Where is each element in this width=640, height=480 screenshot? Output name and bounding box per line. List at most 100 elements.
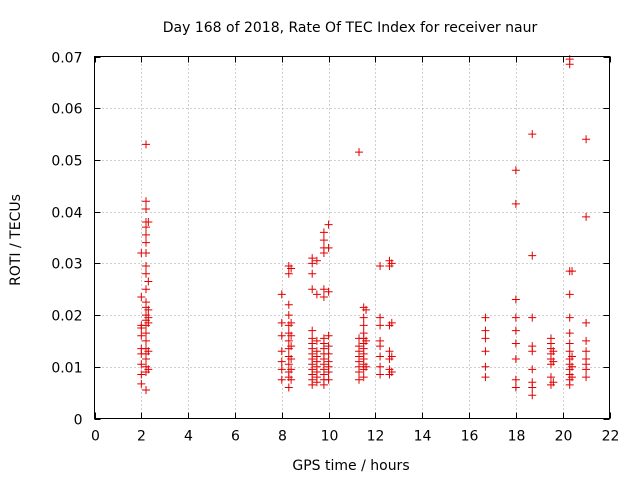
- x-tick-label: 0: [91, 429, 100, 445]
- data-point: [142, 336, 150, 345]
- y-tick-label: 0: [74, 413, 83, 429]
- data-point: [481, 326, 490, 335]
- data-point: [376, 336, 385, 345]
- data-point: [144, 313, 153, 322]
- data-point: [324, 220, 333, 229]
- data-point: [481, 347, 490, 356]
- x-tick-label: 16: [461, 429, 479, 445]
- data-point: [376, 352, 385, 361]
- data-point: [582, 135, 591, 144]
- data-point: [528, 378, 537, 387]
- data-point: [144, 365, 153, 374]
- data-point: [387, 318, 396, 327]
- data-point: [324, 331, 333, 340]
- data-point: [376, 313, 385, 322]
- data-point: [308, 334, 317, 343]
- data-point: [284, 336, 293, 345]
- data-point: [376, 370, 385, 379]
- y-tick-label: 0.04: [51, 206, 82, 222]
- data-point: [142, 386, 150, 395]
- y-tick-label: 0.06: [51, 102, 82, 118]
- y-tick-label: 0.01: [51, 361, 82, 377]
- x-tick-label: 2: [137, 429, 146, 445]
- data-point: [568, 373, 577, 382]
- data-point: [355, 375, 364, 384]
- data-point: [142, 197, 150, 206]
- data-point: [319, 228, 328, 237]
- data-point: [277, 375, 286, 384]
- data-point: [284, 383, 293, 392]
- data-point: [284, 300, 293, 309]
- x-tick-label: 8: [278, 429, 287, 445]
- data-point: [359, 321, 368, 330]
- data-point: [362, 362, 371, 371]
- grid-layer: [94, 56, 610, 419]
- data-point: [142, 230, 150, 239]
- chart-title: Day 168 of 2018, Rate Of TEC Index for r…: [163, 20, 538, 36]
- data-point: [137, 370, 146, 379]
- data-point: [277, 331, 286, 340]
- x-tick-label: 22: [602, 429, 620, 445]
- data-point: [142, 140, 150, 149]
- data-point: [277, 290, 286, 299]
- data-point: [528, 342, 537, 351]
- data-points: [137, 55, 591, 400]
- data-point: [287, 331, 296, 340]
- data-point: [324, 349, 333, 358]
- y-tick-label: 0.02: [51, 309, 82, 325]
- data-point: [287, 355, 296, 364]
- data-point: [481, 334, 490, 343]
- data-point: [142, 329, 150, 338]
- data-point: [308, 326, 317, 335]
- data-point: [359, 373, 368, 382]
- x-tick-label: 18: [508, 429, 526, 445]
- data-point: [546, 334, 555, 343]
- data-point: [287, 365, 296, 374]
- data-point: [308, 269, 317, 278]
- data-point: [142, 285, 150, 294]
- data-point: [528, 313, 537, 322]
- data-point: [565, 313, 574, 322]
- data-point: [528, 130, 537, 139]
- data-point: [565, 290, 574, 299]
- y-tick-label: 0.03: [51, 257, 82, 273]
- data-point: [549, 347, 558, 356]
- data-point: [565, 347, 574, 356]
- data-point: [277, 318, 286, 327]
- data-point: [144, 217, 153, 226]
- data-point: [312, 336, 321, 345]
- data-point: [324, 243, 333, 252]
- data-point: [549, 378, 558, 387]
- data-point: [319, 236, 328, 245]
- data-point: [481, 373, 490, 382]
- data-point: [312, 290, 321, 299]
- data-point: [142, 269, 150, 278]
- data-point: [511, 383, 520, 392]
- data-point: [582, 336, 591, 345]
- data-point: [137, 331, 146, 340]
- data-point: [582, 373, 591, 382]
- x-tick-label: 12: [367, 429, 385, 445]
- data-point: [142, 261, 150, 270]
- x-tick-label: 6: [231, 429, 240, 445]
- data-point: [376, 321, 385, 330]
- data-point: [312, 256, 321, 265]
- data-point: [284, 311, 293, 320]
- data-point: [565, 329, 574, 338]
- data-point: [277, 347, 286, 356]
- x-tick-label: 4: [184, 429, 193, 445]
- data-point: [319, 285, 328, 294]
- data-point: [137, 292, 146, 301]
- data-point: [376, 261, 385, 270]
- data-point: [376, 362, 385, 371]
- data-point: [511, 199, 520, 208]
- data-point: [385, 347, 394, 356]
- data-point: [387, 259, 396, 268]
- data-point: [319, 334, 328, 343]
- data-point: [528, 391, 537, 400]
- data-point: [284, 360, 293, 369]
- data-point: [511, 295, 520, 304]
- data-point: [362, 305, 371, 314]
- data-point: [137, 379, 146, 388]
- x-tick-label: 14: [414, 429, 432, 445]
